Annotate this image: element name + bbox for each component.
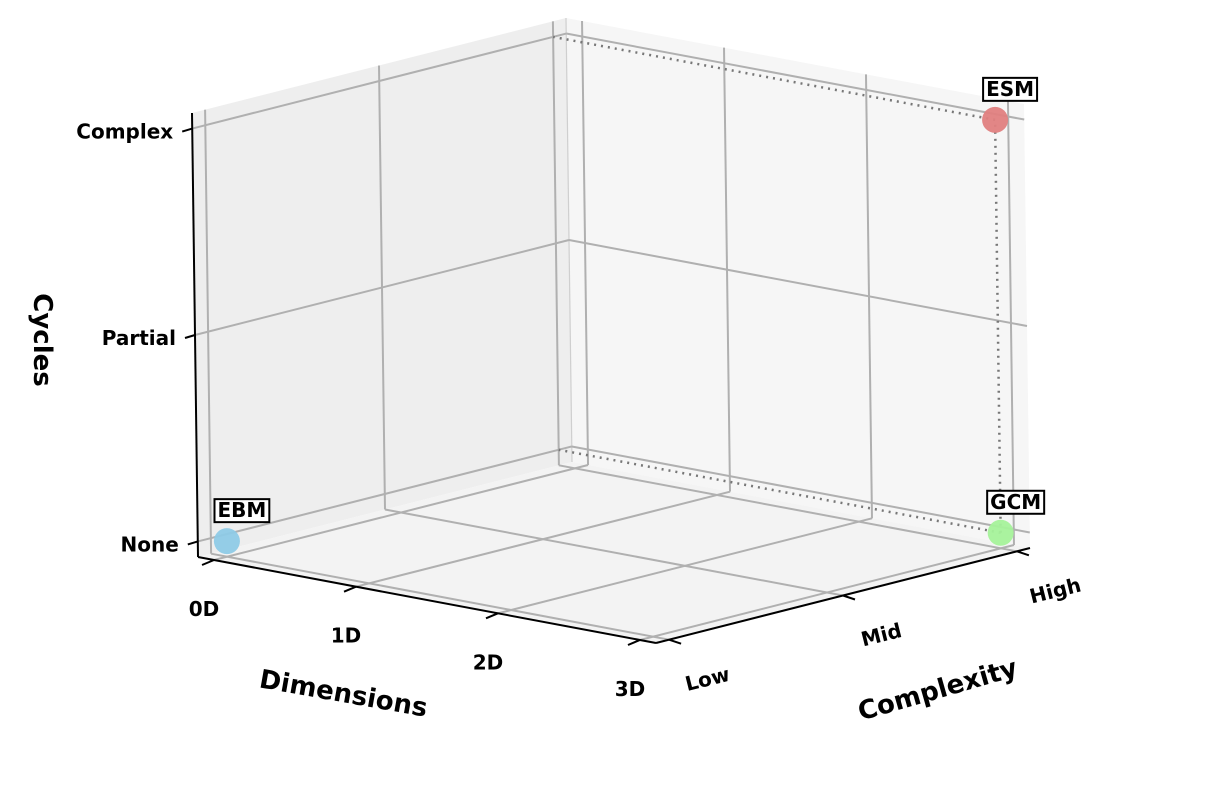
grid-line-z (194, 239, 570, 336)
guide-lines (552, 35, 1002, 535)
chart-axes (181, 112, 1031, 646)
point-label-ebm: EBM (218, 498, 267, 522)
grid-line-y (384, 508, 844, 597)
z-tick-label: None (121, 532, 179, 556)
z-tick-label: Partial (102, 326, 176, 350)
x-tick-label: 0D (189, 597, 220, 621)
grid-line-z (571, 445, 1030, 534)
x-tick-mark (201, 559, 215, 566)
point-label-box (982, 76, 1039, 102)
z-tick-mark (187, 540, 199, 546)
y-tick-label: Mid (858, 618, 904, 651)
x-tick-label: 2D (473, 650, 504, 674)
x-axis-title: Dimensions (257, 665, 430, 724)
grid-line-z (568, 239, 1028, 327)
y-tick-mark (842, 594, 856, 601)
y-axis-title: Complexity (855, 653, 1021, 727)
x-tick-label: 1D (331, 624, 362, 648)
point-label-gcm: GCM (990, 490, 1041, 514)
chart-panes (192, 17, 1030, 643)
x-tick-label: 3D (615, 677, 646, 701)
data-point-esm (982, 106, 1009, 133)
y-tick-mark (1016, 550, 1030, 557)
x-tick-mark (485, 612, 499, 620)
x-tick-mark (627, 639, 641, 646)
z-axis-title: Cycles (27, 293, 57, 386)
grid-line-y (210, 552, 670, 641)
grid-line-z (197, 445, 573, 543)
grid-line-z (566, 32, 1025, 121)
chart-grid (191, 20, 1030, 641)
x-tick-mark (343, 585, 357, 593)
y-tick-mark (668, 638, 682, 645)
y-tick-label: High (1027, 573, 1083, 609)
y-tick-label: Low (683, 662, 732, 696)
grid-line-z (191, 32, 567, 130)
guide-line (552, 35, 996, 122)
data-point-ebm (213, 528, 240, 555)
z-tick-label: Complex (76, 120, 173, 144)
grid-line-y (558, 464, 1018, 553)
z-tick-mark (181, 127, 193, 133)
guide-line (993, 119, 1002, 533)
x-axis-line (197, 556, 657, 644)
data-points (213, 106, 1014, 555)
point-label-box (213, 498, 271, 524)
guide-line (558, 448, 1001, 535)
z-tick-mark (184, 334, 196, 339)
point-label-box (986, 489, 1046, 515)
point-label-esm: ESM (986, 77, 1034, 101)
data-point-gcm (987, 519, 1014, 546)
